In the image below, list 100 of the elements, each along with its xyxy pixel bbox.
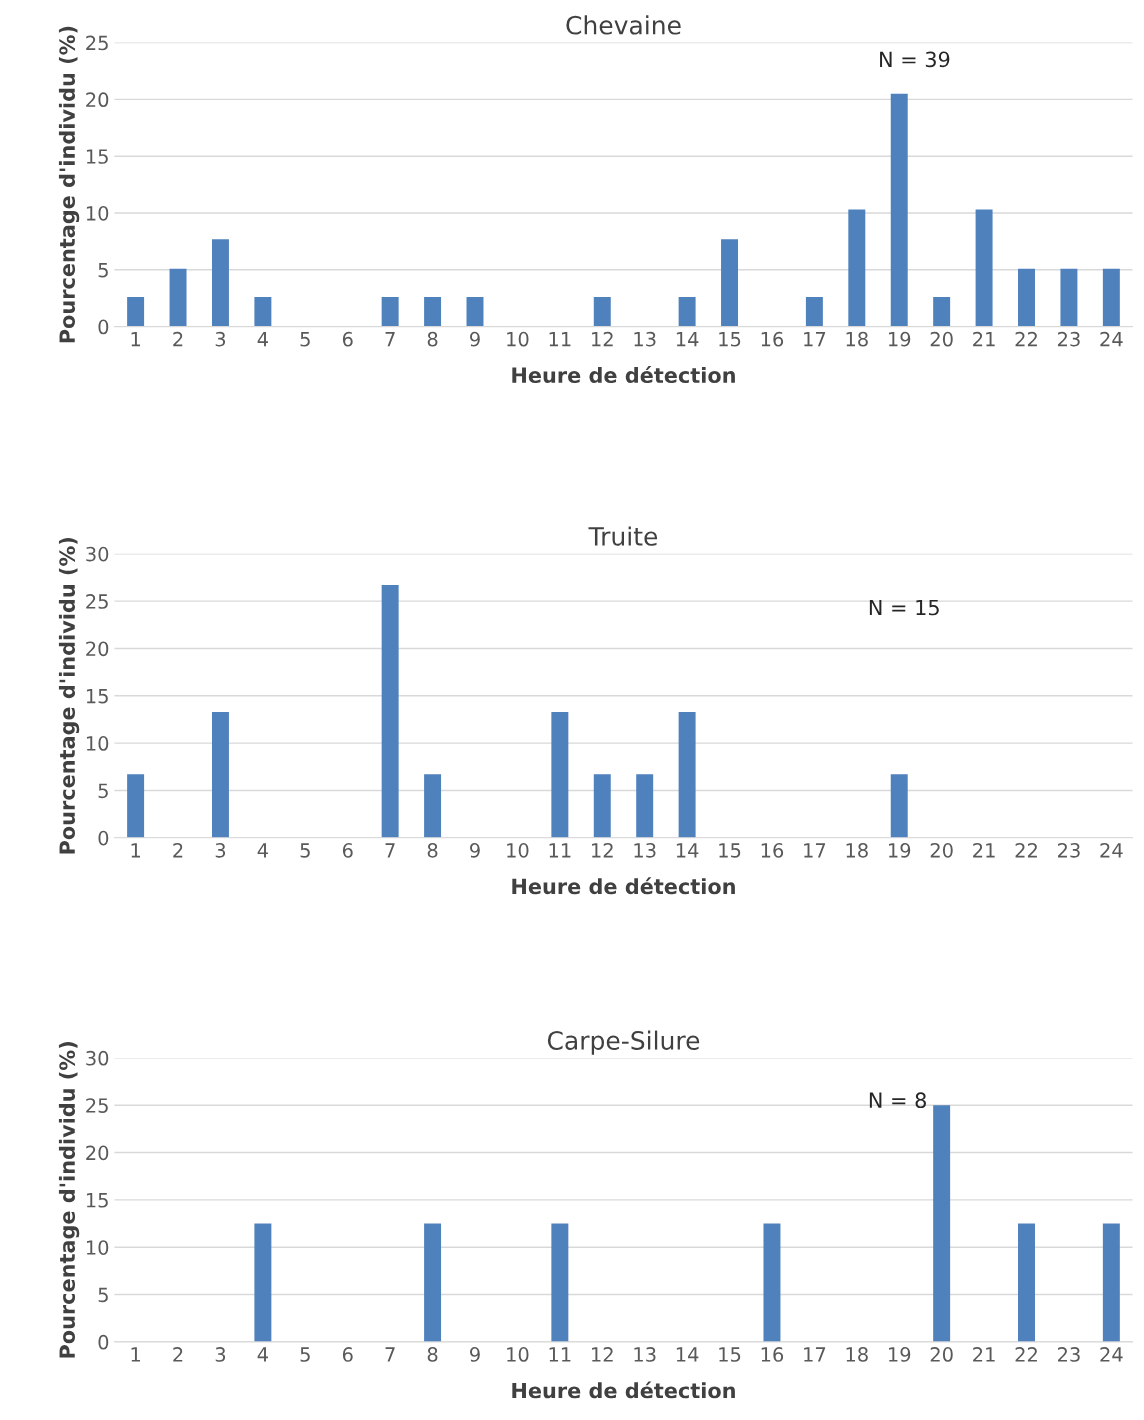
- x-tick-label: 12: [592, 1347, 613, 1362]
- x-tick-label: 2: [173, 843, 183, 858]
- x-axis-title: Heure de détection: [512, 877, 735, 895]
- x-tick-label: 4: [257, 843, 268, 858]
- bar: [211, 711, 229, 838]
- annotation: N = 39: [880, 51, 950, 68]
- y-tick-label: 30: [86, 1050, 109, 1066]
- x-tick-label: 7: [385, 1347, 395, 1362]
- x-axis-title: Heure de détection: [512, 366, 735, 384]
- bar: [169, 268, 187, 327]
- x-tick-label: 10: [507, 843, 529, 858]
- x-tick-label: 12: [592, 843, 613, 858]
- bar: [805, 297, 823, 327]
- bar: [721, 239, 739, 327]
- y-tick-label: 0: [98, 1334, 109, 1350]
- bar: [127, 297, 145, 327]
- x-tick-label: 23: [1057, 843, 1080, 858]
- bar: [127, 774, 145, 838]
- x-tick-label: 19: [889, 1347, 911, 1362]
- y-tick-label: 10: [86, 1240, 109, 1255]
- y-tick-label: 20: [86, 1145, 109, 1161]
- y-tick-label: 0: [98, 319, 109, 335]
- bar: [848, 209, 866, 327]
- x-tick-label: 9: [470, 843, 480, 858]
- x-tick-label: 21: [973, 331, 995, 347]
- bar: [1102, 268, 1120, 327]
- x-tick-label: 6: [342, 843, 353, 858]
- y-tick-label: 15: [86, 149, 108, 164]
- chart-title: Carpe-Silure: [547, 1030, 700, 1055]
- x-tick-label: 17: [804, 1347, 826, 1362]
- y-tick-label: 15: [86, 689, 108, 704]
- annotation: N = 15: [869, 599, 939, 616]
- bar: [211, 239, 229, 327]
- x-tick-label: 11: [549, 843, 571, 858]
- x-tick-label: 24: [1100, 1347, 1123, 1362]
- bar: [975, 209, 993, 327]
- y-tick-label: 5: [98, 783, 108, 799]
- x-tick-label: 20: [930, 1347, 953, 1362]
- bar: [678, 711, 696, 838]
- bar: [424, 297, 442, 327]
- x-tick-label: 8: [427, 1347, 438, 1362]
- y-tick-label: 0: [98, 830, 109, 846]
- annotation: N = 8: [869, 1092, 926, 1109]
- x-tick-label: 21: [973, 1347, 995, 1362]
- bar: [636, 774, 654, 838]
- x-tick-label: 20: [930, 843, 953, 858]
- y-tick-label: 5: [98, 263, 108, 278]
- bar: [593, 297, 611, 327]
- x-tick-label: 24: [1100, 331, 1123, 347]
- y-axis-title: Pourcentage d'individu (%): [58, 537, 80, 854]
- x-tick-label: 13: [634, 1347, 656, 1362]
- x-tick-label: 16: [761, 1347, 784, 1362]
- x-tick-label: 1: [131, 332, 140, 347]
- x-tick-label: 9: [470, 331, 480, 347]
- y-tick-label: 20: [86, 641, 109, 657]
- x-tick-label: 15: [719, 332, 741, 347]
- x-tick-label: 6: [342, 331, 353, 347]
- y-tick-label: 10: [86, 736, 109, 751]
- x-tick-label: 10: [507, 1347, 529, 1362]
- x-tick-label: 8: [427, 331, 438, 347]
- x-tick-label: 23: [1057, 331, 1080, 347]
- x-tick-label: 20: [930, 331, 953, 347]
- chart-title: Truite: [588, 526, 658, 546]
- bar: [424, 774, 442, 838]
- y-tick-label: 25: [86, 594, 108, 609]
- bar: [933, 297, 951, 327]
- y-tick-label: 15: [86, 1193, 108, 1208]
- bar: [678, 297, 696, 327]
- x-tick-label: 15: [719, 1347, 741, 1362]
- x-tick-label: 4: [257, 332, 268, 347]
- x-tick-label: 14: [676, 1347, 699, 1362]
- x-tick-label: 6: [342, 1347, 353, 1362]
- x-tick-label: 2: [173, 1347, 183, 1362]
- x-tick-label: 9: [470, 1347, 480, 1362]
- x-tick-label: 18: [846, 331, 868, 347]
- x-tick-label: 23: [1057, 1347, 1080, 1362]
- x-tick-label: 3: [215, 331, 226, 347]
- bar: [593, 774, 611, 838]
- x-tick-label: 5: [300, 1347, 310, 1362]
- x-tick-label: 22: [1015, 1347, 1037, 1362]
- y-tick-label: 30: [86, 546, 109, 562]
- y-tick-label: 25: [86, 1098, 108, 1113]
- x-tick-label: 13: [634, 843, 656, 858]
- x-tick-label: 12: [592, 331, 613, 347]
- x-axis-title: Heure de détection: [512, 1381, 735, 1399]
- x-tick-label: 17: [804, 843, 826, 858]
- bar: [551, 711, 569, 838]
- x-tick-label: 14: [676, 332, 699, 347]
- x-tick-label: 19: [889, 843, 911, 858]
- bar: [1018, 268, 1035, 327]
- bar: [466, 297, 484, 327]
- x-tick-label: 14: [676, 843, 699, 858]
- x-tick-label: 1: [131, 843, 140, 858]
- x-tick-label: 19: [889, 331, 911, 347]
- x-tick-label: 18: [846, 843, 868, 858]
- x-tick-label: 4: [257, 1347, 268, 1362]
- x-tick-label: 15: [719, 843, 741, 858]
- y-axis-title: Pourcentage d'individu (%): [58, 1042, 80, 1358]
- x-tick-label: 3: [215, 843, 226, 858]
- x-tick-label: 5: [300, 843, 310, 858]
